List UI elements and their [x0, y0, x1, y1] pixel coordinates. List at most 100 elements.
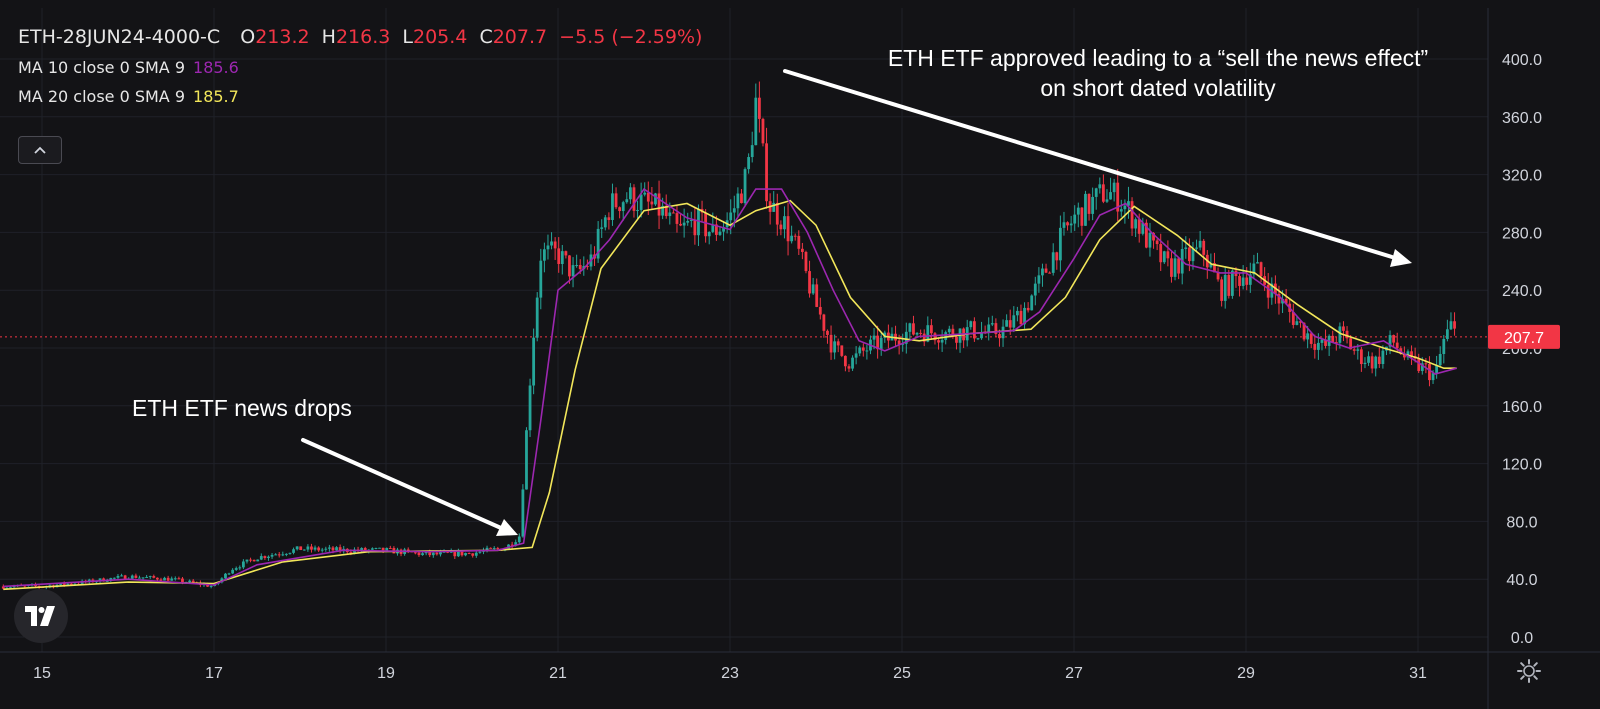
candle-body	[897, 340, 901, 345]
candle-body	[818, 306, 822, 315]
candle-body	[1055, 252, 1059, 261]
candle-body	[998, 334, 1001, 339]
candle-body	[740, 193, 743, 204]
candle-body	[417, 552, 421, 556]
candle-body	[456, 551, 460, 557]
candle-body	[847, 366, 851, 369]
candle-body	[34, 584, 37, 587]
candle-body	[130, 575, 134, 579]
candle-body	[1252, 263, 1256, 275]
candle-body	[600, 227, 604, 229]
candle-body	[915, 332, 919, 335]
candle-body	[1119, 209, 1123, 212]
candle-body	[73, 583, 77, 585]
chart-grid	[0, 8, 1488, 652]
candle-body	[1266, 284, 1270, 298]
candle-body	[571, 265, 575, 277]
candle-body	[442, 551, 446, 553]
candle-body	[374, 548, 378, 550]
candle-body	[754, 97, 758, 146]
candle-body	[1313, 343, 1317, 350]
candle-body	[428, 551, 432, 556]
candle-body	[181, 578, 184, 583]
candle-body	[1410, 351, 1413, 357]
candle-body	[772, 202, 776, 212]
candle-body	[1069, 223, 1073, 226]
candle-body	[1008, 320, 1012, 328]
candle-body	[1202, 240, 1206, 255]
candle-body	[1087, 193, 1091, 214]
candle-body	[98, 578, 102, 582]
candle-body	[1166, 251, 1170, 259]
candle-body	[1091, 196, 1095, 214]
candle-body	[947, 328, 951, 333]
candle-body	[1123, 205, 1127, 210]
candle-body	[980, 332, 983, 339]
candle-body	[467, 553, 471, 555]
candle-body	[639, 194, 643, 210]
candle-body	[241, 561, 245, 568]
candle-body	[173, 578, 177, 580]
candle-body	[1216, 272, 1220, 280]
candle-body	[460, 551, 464, 556]
candle-body	[722, 227, 725, 232]
ma20-line	[3, 199, 1457, 591]
candle-body	[1349, 338, 1353, 350]
candle-body	[66, 583, 70, 585]
candle-body	[912, 323, 915, 335]
candle-body	[134, 575, 138, 578]
candle-body	[138, 577, 141, 579]
tradingview-logo[interactable]	[14, 589, 68, 643]
candle-body	[560, 251, 564, 264]
low-label: L	[402, 26, 413, 48]
candle-body	[1438, 354, 1442, 366]
candle-body	[836, 341, 840, 346]
ma20-row[interactable]: MA 20 close 0 SMA 9 185.7	[18, 87, 702, 106]
candle-body	[668, 212, 672, 217]
candle-body	[1026, 307, 1030, 311]
candle-body	[1417, 358, 1421, 372]
time-tick-label: 31	[1409, 665, 1427, 682]
candle-body	[1073, 214, 1077, 224]
candle-body	[1284, 298, 1288, 304]
price-axis[interactable]: 0.040.080.0120.0160.0200.0240.0280.0320.…	[1502, 52, 1542, 647]
candle-body	[1245, 277, 1249, 285]
candle-body	[1370, 356, 1374, 369]
candle-body	[363, 548, 367, 551]
gear-icon[interactable]	[1515, 657, 1543, 685]
annotation-approved: ETH ETF approved leading to a “sell the …	[848, 43, 1468, 103]
price-tick-label: 400.0	[1502, 52, 1542, 69]
candle-body	[711, 224, 715, 232]
candle-body	[335, 547, 338, 551]
time-axis[interactable]: 15 17 19 21 23 25 27 29 31	[33, 665, 1427, 682]
candle-body	[1023, 307, 1026, 325]
low-value: 205.4	[412, 26, 468, 48]
time-tick-label: 27	[1065, 665, 1083, 682]
symbol-name[interactable]: ETH-28JUN24-4000-C	[18, 26, 221, 48]
candle-body	[585, 266, 589, 268]
candle-body	[596, 228, 600, 259]
chart-legend: ETH-28JUN24-4000-C O213.2 H216.3 L205.4 …	[18, 26, 702, 106]
approved-arrow-head	[1390, 249, 1412, 267]
annotation-arrows	[301, 69, 1412, 536]
candle-body	[1259, 262, 1263, 277]
ma10-row[interactable]: MA 10 close 0 SMA 9 185.6	[18, 58, 702, 77]
candle-body	[1302, 322, 1306, 340]
candle-body	[1449, 321, 1453, 330]
news-arrow	[301, 438, 503, 530]
candle-body	[1144, 222, 1148, 248]
candle-body	[302, 549, 306, 551]
legend-collapse-button[interactable]	[18, 136, 62, 164]
candle-body	[191, 580, 195, 583]
candle-body	[1381, 350, 1385, 364]
candle-body	[682, 222, 686, 226]
candle-body	[1453, 321, 1456, 329]
price-tick-label: 360.0	[1502, 110, 1542, 127]
candle-body	[775, 202, 779, 225]
candle-body	[249, 559, 252, 561]
candle-body	[693, 219, 697, 236]
candle-body	[539, 260, 543, 298]
candle-body	[1352, 349, 1356, 351]
candle-body	[1012, 315, 1016, 328]
